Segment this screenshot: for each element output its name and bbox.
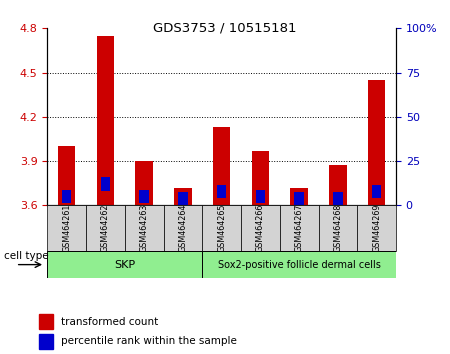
Bar	[163, 205, 202, 251]
Text: Sox2-positive follicle dermal cells: Sox2-positive follicle dermal cells	[218, 259, 381, 270]
Text: transformed count: transformed count	[61, 316, 158, 327]
Bar	[217, 184, 226, 198]
Text: GSM464269: GSM464269	[372, 203, 381, 252]
Bar	[178, 192, 188, 205]
Text: GDS3753 / 10515181: GDS3753 / 10515181	[153, 21, 297, 34]
Text: GSM464262: GSM464262	[101, 203, 110, 252]
Bar	[372, 184, 382, 198]
Bar	[135, 161, 153, 205]
Bar	[58, 146, 75, 205]
Text: GSM464264: GSM464264	[178, 203, 187, 252]
Bar	[357, 205, 396, 251]
Text: GSM464266: GSM464266	[256, 203, 265, 252]
Bar	[86, 205, 125, 251]
Text: GSM464261: GSM464261	[62, 203, 71, 252]
Text: GSM464267: GSM464267	[295, 203, 304, 252]
Bar	[125, 205, 163, 251]
Bar	[290, 188, 308, 205]
Bar	[101, 177, 110, 191]
Bar	[47, 205, 86, 251]
Bar	[97, 36, 114, 205]
Text: GSM464268: GSM464268	[333, 203, 342, 252]
Bar	[174, 188, 192, 205]
Bar	[256, 190, 265, 203]
Bar	[333, 192, 342, 205]
Text: SKP: SKP	[114, 259, 135, 270]
Text: cell type: cell type	[4, 251, 49, 261]
Bar	[368, 80, 385, 205]
Bar	[213, 127, 230, 205]
Text: GSM464265: GSM464265	[217, 203, 226, 252]
Bar	[252, 151, 269, 205]
Bar	[319, 205, 357, 251]
Bar	[329, 166, 346, 205]
Bar	[280, 205, 319, 251]
Text: GSM464263: GSM464263	[140, 203, 148, 252]
Bar	[140, 190, 149, 203]
Bar	[202, 251, 396, 278]
Bar	[39, 334, 53, 348]
Bar	[202, 205, 241, 251]
Text: percentile rank within the sample: percentile rank within the sample	[61, 336, 237, 346]
Bar	[62, 190, 72, 203]
Bar	[241, 205, 280, 251]
Bar	[39, 314, 53, 329]
Bar	[47, 251, 202, 278]
Bar	[294, 192, 304, 205]
